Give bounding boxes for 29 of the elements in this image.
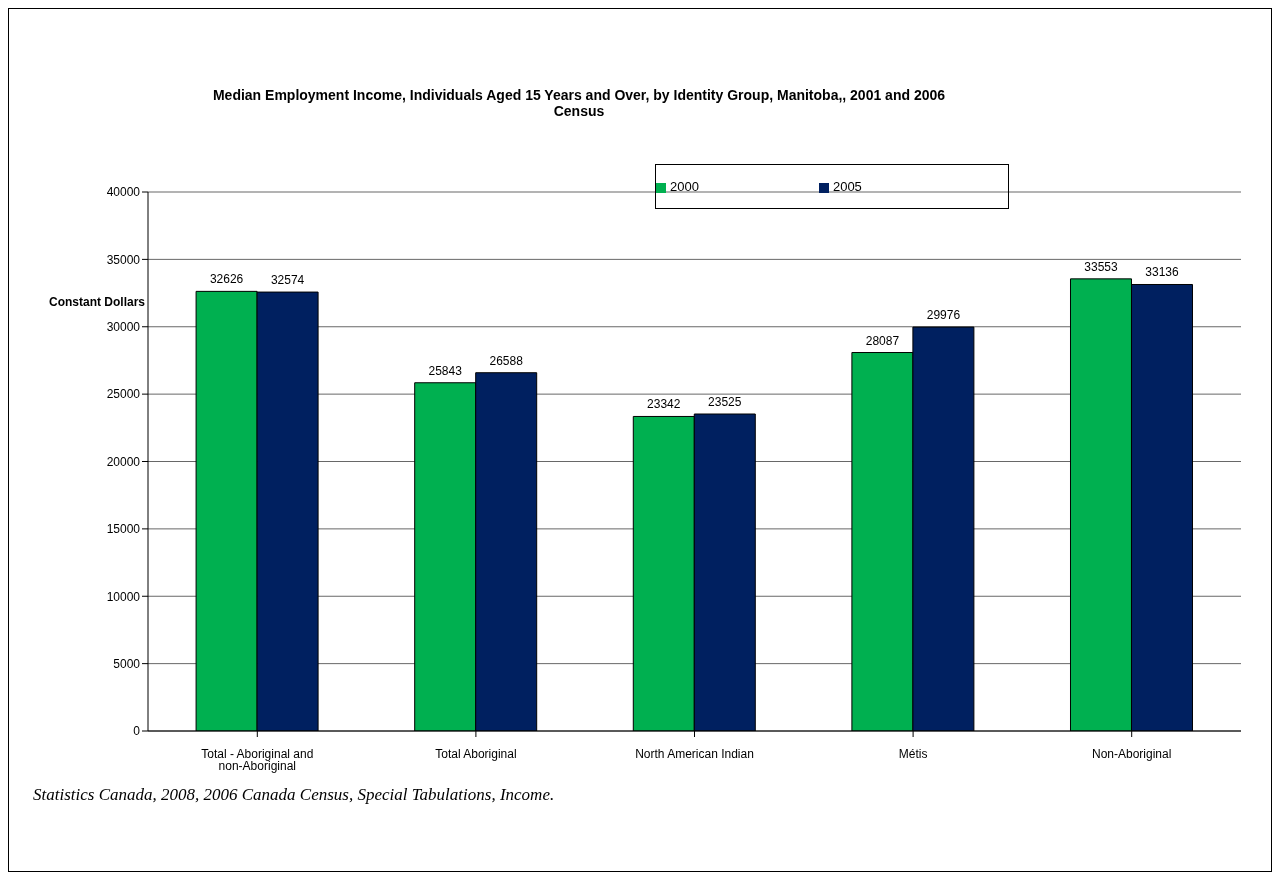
x-tick-label: Non-Aboriginal <box>1092 746 1172 761</box>
data-label: 33553 <box>1084 259 1118 274</box>
data-label: 23342 <box>647 397 681 412</box>
x-tick-label: North American Indian <box>635 746 754 761</box>
y-axis-title: Constant Dollars <box>49 295 146 309</box>
y-tick-label: 5000 <box>113 656 141 671</box>
data-label: 25843 <box>428 363 463 378</box>
chart-title: Median Employment Income, Individuals Aged 15 Years and Over, by Identity Group, Manitoba,, 2001 and 2006 Census <box>211 87 947 119</box>
data-label: 23525 <box>708 395 742 409</box>
data-label: 28087 <box>865 333 900 348</box>
y-tick-label: 35000 <box>106 252 141 267</box>
legend-label: 2000 <box>670 179 699 194</box>
x-tick-label: Total - Aboriginal and non-Aboriginal <box>201 746 314 773</box>
y-tick-label: 10000 <box>106 589 141 604</box>
data-label: 32574 <box>270 273 305 288</box>
x-tick-label: Total Aboriginal <box>435 746 517 761</box>
legend-label: 2005 <box>832 179 862 194</box>
x-tick-label: Métis <box>898 746 928 761</box>
y-tick-label: 15000 <box>106 522 141 537</box>
data-label: 26588 <box>489 353 524 368</box>
text: Statistics Canada, 2008, 2006 Canada Census, Special Tabulations, Income. <box>33 785 555 805</box>
y-tick-label: 40000 <box>106 185 141 200</box>
data-label: 33136 <box>1145 265 1179 280</box>
y-tick-label: 25000 <box>106 387 141 402</box>
data-label: 29976 <box>926 308 961 323</box>
y-tick-label: 30000 <box>106 320 141 335</box>
y-tick-label: 20000 <box>106 454 141 469</box>
y-tick-label: 0 <box>133 724 141 739</box>
data-label: 32626 <box>209 272 244 287</box>
